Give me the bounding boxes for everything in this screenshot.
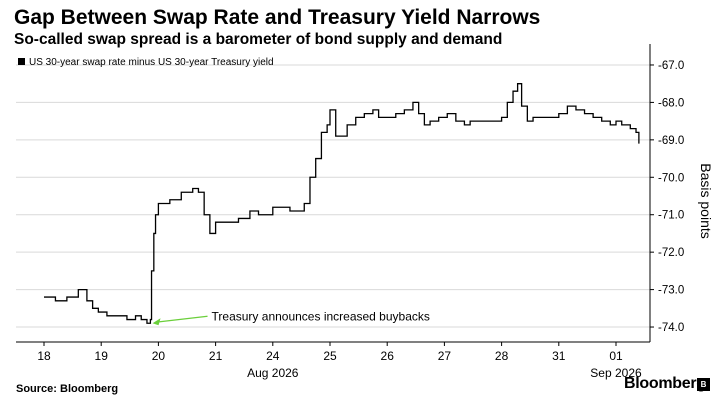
series-line [44, 83, 640, 324]
x-month-label: Sep 2026 [590, 366, 642, 380]
x-tick-label: 28 [495, 349, 509, 363]
annotation-label: Treasury announces increased buybacks [212, 309, 430, 323]
x-tick-label: 27 [438, 349, 452, 363]
x-tick-label: 20 [152, 349, 166, 363]
y-tick-label: -73.0 [658, 285, 684, 297]
x-tick-label: 26 [381, 349, 395, 363]
legend-label: US 30-year swap rate minus US 30-year Tr… [29, 57, 274, 68]
brand-logo: Bloomberg [624, 375, 706, 392]
y-tick-label: -72.0 [658, 247, 684, 259]
y-axis-title: Basis points [698, 163, 714, 238]
x-tick-label: 01 [609, 349, 623, 363]
x-tick-label: 25 [323, 349, 337, 363]
y-tick-label: -69.0 [658, 135, 684, 147]
legend-swatch [18, 58, 25, 65]
annotation-arrowhead [152, 318, 161, 326]
x-month-label: Aug 2026 [247, 366, 299, 380]
y-tick-label: -71.0 [658, 210, 684, 222]
x-tick-label: 19 [95, 349, 109, 363]
annotation-arrow [155, 315, 208, 323]
chart-subtitle: So-called swap spread is a barometer of … [14, 31, 503, 48]
source-note: Source: Bloomberg [16, 383, 119, 395]
x-tick-label: 18 [37, 349, 51, 363]
brand-mark-icon: B [697, 378, 710, 391]
y-tick-label: -68.0 [658, 97, 684, 109]
y-tick-label: -67.0 [658, 60, 684, 72]
y-tick-label: -70.0 [658, 172, 684, 184]
y-tick-label: -74.0 [658, 322, 684, 334]
x-tick-label: 21 [209, 349, 223, 363]
x-tick-label: 31 [552, 349, 566, 363]
chart-title: Gap Between Swap Rate and Treasury Yield… [14, 6, 541, 29]
x-tick-label: 24 [266, 349, 280, 363]
